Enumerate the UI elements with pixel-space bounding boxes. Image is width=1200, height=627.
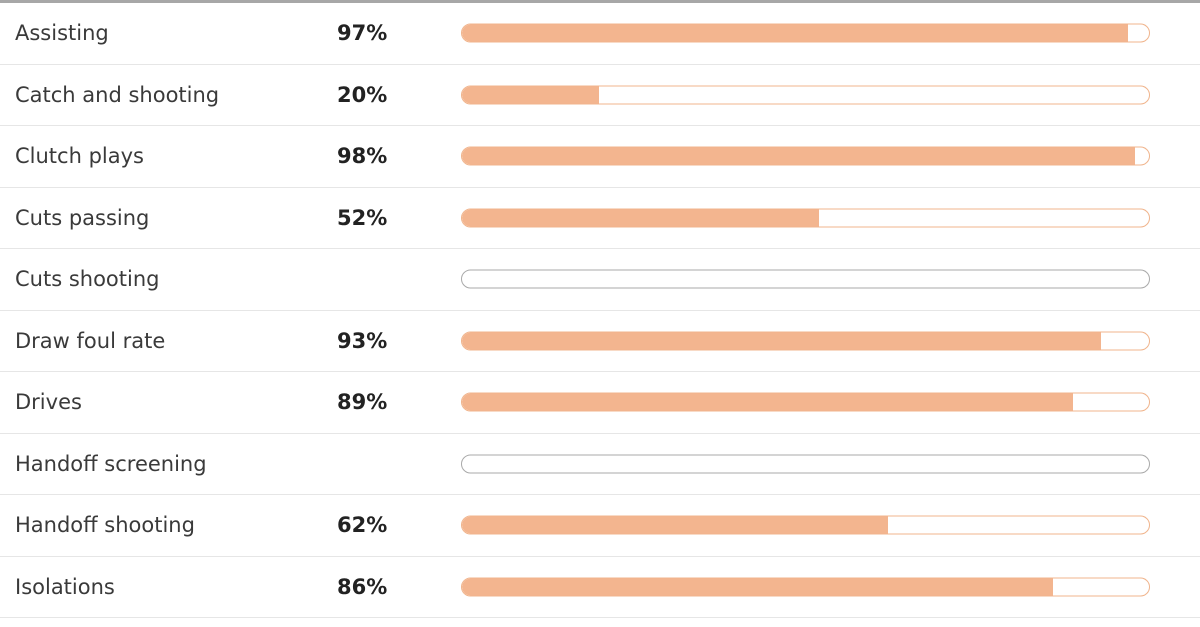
- stat-label: Cuts shooting: [15, 267, 160, 292]
- progress-bar: [461, 208, 1150, 228]
- stat-row-cuts-shooting: Cuts shooting: [0, 249, 1200, 311]
- progress-bar: [461, 392, 1150, 412]
- stat-value: 97%: [337, 21, 388, 46]
- progress-bar: [461, 269, 1150, 289]
- progress-bar: [461, 515, 1150, 535]
- progress-fill: [462, 147, 1136, 165]
- stat-value: 86%: [337, 574, 388, 599]
- stat-row-isolations: Isolations 86%: [0, 557, 1200, 618]
- stat-value: 89%: [337, 390, 388, 415]
- stat-row-handoff-screening: Handoff screening: [0, 434, 1200, 495]
- stat-label: Catch and shooting: [15, 82, 220, 107]
- progress-fill: [462, 24, 1129, 42]
- stat-value: 20%: [337, 82, 388, 107]
- progress-fill: [462, 393, 1074, 411]
- stat-label: Clutch plays: [15, 144, 144, 169]
- stat-value: 52%: [337, 205, 388, 230]
- progress-bar: [461, 454, 1150, 474]
- stat-label: Cuts passing: [15, 205, 150, 230]
- stat-row-clutch-plays: Clutch plays 98%: [0, 126, 1200, 188]
- progress-fill: [462, 209, 820, 227]
- stat-row-assisting: Assisting 97%: [0, 3, 1200, 65]
- progress-fill: [462, 332, 1101, 350]
- progress-fill: [462, 578, 1053, 596]
- progress-bar: [461, 331, 1150, 351]
- stat-label: Handoff screening: [15, 451, 207, 476]
- stat-label: Handoff shooting: [15, 513, 195, 538]
- stat-row-cuts-passing: Cuts passing 52%: [0, 188, 1200, 249]
- stat-value: 98%: [337, 144, 388, 169]
- stat-label: Draw foul rate: [15, 328, 166, 353]
- stat-value: 62%: [337, 513, 388, 538]
- stat-label: Drives: [15, 390, 82, 415]
- stat-value: 93%: [337, 328, 388, 353]
- progress-fill: [462, 516, 888, 534]
- progress-bar: [461, 146, 1150, 166]
- progress-fill: [462, 86, 600, 104]
- stat-row-draw-foul-rate: Draw foul rate 93%: [0, 311, 1200, 372]
- stat-label: Assisting: [15, 21, 109, 46]
- stat-label: Isolations: [15, 574, 115, 599]
- stat-row-drives: Drives 89%: [0, 372, 1200, 434]
- progress-bar: [461, 85, 1150, 105]
- stat-row-handoff-shooting: Handoff shooting 62%: [0, 495, 1200, 557]
- progress-bar: [461, 23, 1150, 43]
- stat-row-catch-and-shooting: Catch and shooting 20%: [0, 65, 1200, 126]
- progress-bar: [461, 577, 1150, 597]
